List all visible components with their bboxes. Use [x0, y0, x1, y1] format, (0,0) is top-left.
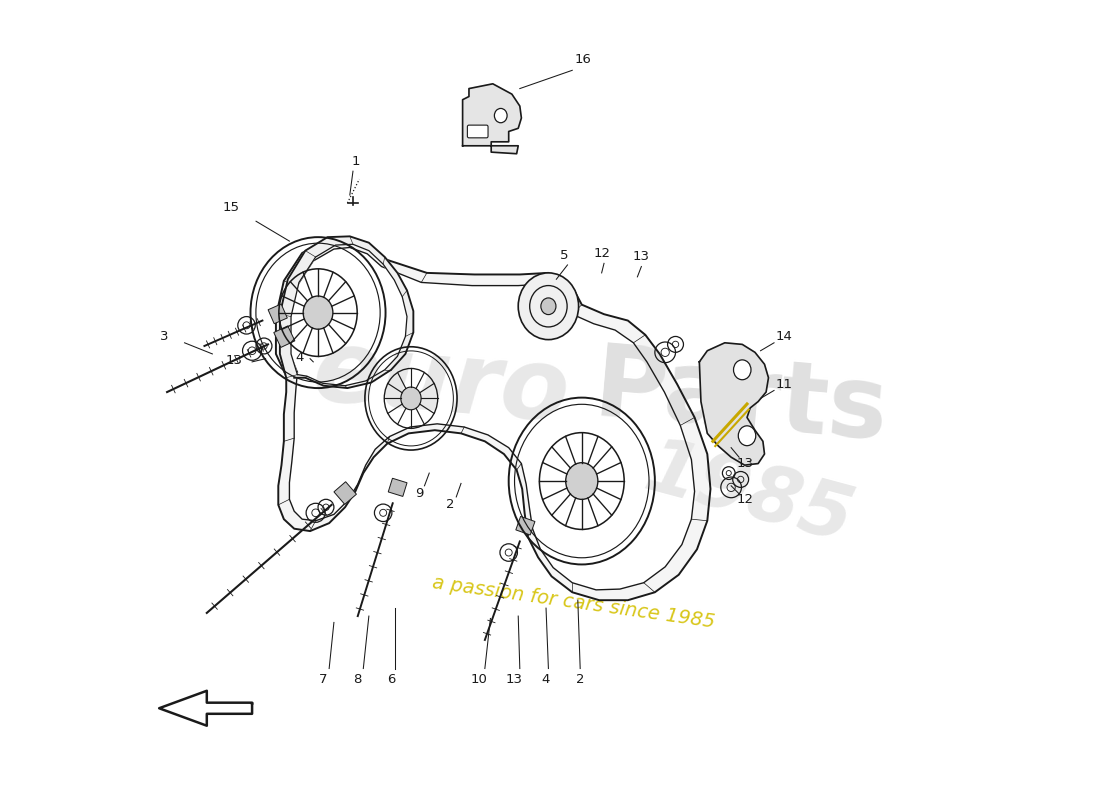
Text: 1985: 1985	[637, 432, 861, 558]
Text: 4: 4	[542, 673, 550, 686]
Ellipse shape	[304, 296, 333, 330]
Ellipse shape	[734, 360, 751, 380]
Polygon shape	[274, 326, 295, 347]
Text: 13: 13	[736, 457, 754, 470]
Text: 13: 13	[632, 250, 650, 263]
Polygon shape	[160, 690, 252, 726]
Polygon shape	[463, 84, 521, 154]
Text: 8: 8	[353, 673, 362, 686]
Text: 15: 15	[222, 202, 239, 214]
Text: 7: 7	[319, 673, 328, 686]
Ellipse shape	[565, 462, 598, 499]
Ellipse shape	[518, 273, 579, 340]
Text: 5: 5	[560, 249, 569, 262]
Text: 2: 2	[447, 498, 455, 511]
Polygon shape	[388, 478, 407, 497]
Text: Parts: Parts	[590, 339, 892, 461]
Text: 13: 13	[226, 354, 242, 366]
Text: 12: 12	[593, 246, 611, 259]
Text: 16: 16	[575, 54, 592, 66]
Text: 14: 14	[776, 330, 793, 343]
Ellipse shape	[738, 426, 756, 446]
Text: 1: 1	[351, 155, 360, 168]
Text: 9: 9	[415, 487, 424, 500]
Text: 12: 12	[736, 493, 754, 506]
Text: 2: 2	[576, 673, 584, 686]
Polygon shape	[276, 238, 711, 600]
Text: 13: 13	[506, 673, 522, 686]
Polygon shape	[279, 236, 414, 388]
Polygon shape	[334, 482, 356, 504]
Text: euro: euro	[309, 325, 574, 444]
Polygon shape	[268, 304, 287, 324]
Polygon shape	[516, 516, 535, 535]
Text: 11: 11	[776, 378, 793, 390]
Text: a passion for cars since 1985: a passion for cars since 1985	[431, 574, 716, 632]
Text: 6: 6	[387, 673, 395, 686]
Ellipse shape	[541, 298, 556, 314]
Text: 4: 4	[296, 350, 304, 363]
Text: 10: 10	[470, 673, 487, 686]
Ellipse shape	[400, 387, 421, 410]
Ellipse shape	[494, 109, 507, 122]
FancyBboxPatch shape	[468, 125, 488, 138]
Text: 3: 3	[161, 330, 169, 343]
Polygon shape	[700, 342, 769, 465]
